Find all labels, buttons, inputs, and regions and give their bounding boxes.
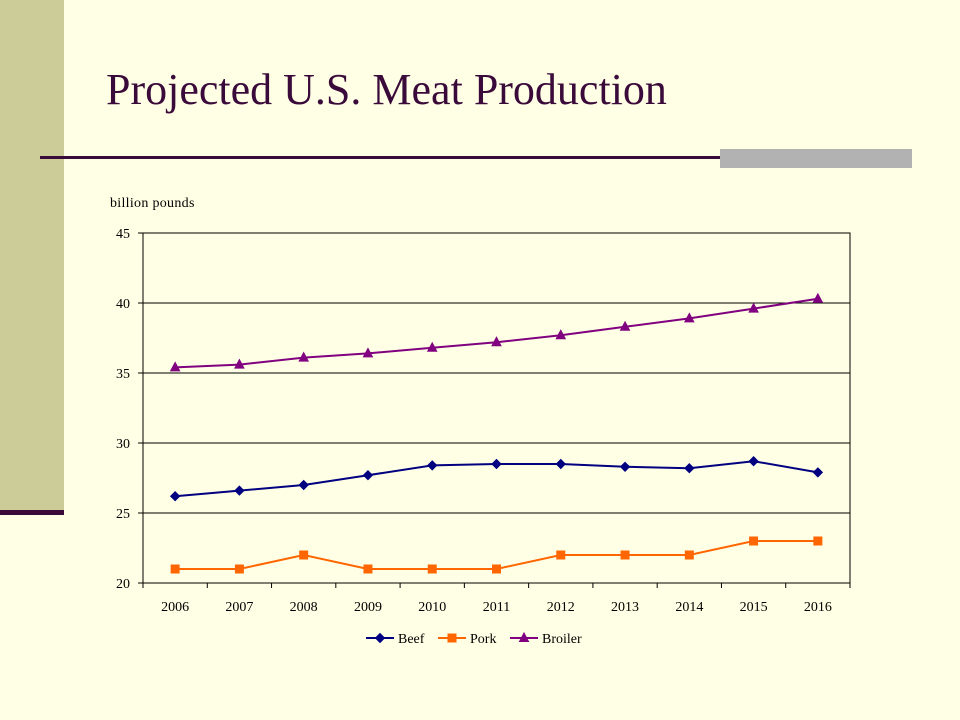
pork-data-point bbox=[427, 564, 437, 574]
pork-data-point bbox=[492, 564, 501, 574]
title-underline-accent bbox=[720, 149, 912, 168]
side-bar-foot bbox=[0, 510, 64, 515]
legend-beef-marker bbox=[374, 632, 386, 644]
broiler-data-point bbox=[362, 347, 374, 358]
slide-title: Projected U.S. Meat Production bbox=[106, 65, 667, 114]
broiler-data-point bbox=[234, 358, 245, 369]
legend-broiler-marker bbox=[518, 631, 530, 642]
side-decoration-bar bbox=[0, 0, 64, 510]
x-tick-label: 2010 bbox=[418, 600, 446, 615]
x-tick-label: 2016 bbox=[804, 600, 832, 615]
pork-data-point bbox=[556, 550, 566, 560]
beef-data-point bbox=[555, 458, 566, 470]
broiler-data-point bbox=[298, 351, 310, 362]
broiler-data-point bbox=[426, 341, 438, 352]
legend-pork-marker bbox=[447, 633, 457, 643]
legend-beef-label: Beef bbox=[398, 632, 425, 647]
beef-data-point bbox=[298, 479, 309, 491]
broiler-data-point bbox=[555, 329, 567, 340]
beef-data-point bbox=[234, 485, 245, 496]
y-tick-label: 25 bbox=[116, 507, 130, 522]
x-tick-label: 2015 bbox=[740, 600, 768, 615]
x-tick-label: 2009 bbox=[354, 600, 382, 615]
beef-data-point bbox=[427, 460, 438, 471]
plot-area bbox=[142, 232, 851, 584]
y-axis-label: billion pounds bbox=[110, 196, 195, 211]
beef-data-point bbox=[684, 462, 695, 474]
pork-data-point bbox=[813, 536, 823, 546]
pork-data-point bbox=[749, 536, 759, 546]
beef-data-point bbox=[619, 461, 631, 473]
legend-pork-label: Pork bbox=[470, 632, 496, 647]
y-tick-label: 20 bbox=[116, 577, 130, 592]
broiler-data-point bbox=[812, 292, 824, 303]
y-tick-label: 40 bbox=[116, 297, 130, 312]
pork-data-point bbox=[620, 550, 630, 560]
pork-data-point bbox=[234, 564, 244, 574]
broiler-data-point bbox=[169, 361, 181, 372]
legend-broiler-label: Broiler bbox=[542, 632, 582, 647]
broiler-series-line bbox=[175, 297, 819, 369]
beef-data-point bbox=[362, 469, 374, 481]
x-tick-label: 2006 bbox=[161, 600, 189, 615]
broiler-data-point bbox=[748, 302, 759, 313]
pork-data-point bbox=[363, 564, 373, 574]
beef-data-point bbox=[748, 455, 759, 467]
title-underline bbox=[40, 156, 912, 159]
beef-data-point bbox=[491, 458, 502, 470]
y-tick-label: 30 bbox=[116, 437, 130, 452]
broiler-data-point bbox=[619, 320, 631, 331]
broiler-data-point bbox=[491, 336, 502, 347]
pork-data-point bbox=[299, 550, 309, 560]
x-tick-label: 2012 bbox=[547, 600, 575, 615]
x-tick-label: 2011 bbox=[483, 600, 510, 615]
x-tick-label: 2013 bbox=[611, 600, 639, 615]
beef-data-point bbox=[169, 490, 181, 502]
x-tick-label: 2008 bbox=[290, 600, 318, 615]
pork-data-point bbox=[684, 550, 694, 560]
beef-data-point bbox=[812, 467, 824, 478]
broiler-data-point bbox=[683, 312, 695, 323]
x-tick-label: 2014 bbox=[675, 600, 703, 615]
y-tick-label: 35 bbox=[116, 367, 130, 382]
pork-data-point bbox=[170, 564, 180, 574]
y-tick-label: 45 bbox=[116, 227, 130, 242]
x-tick-label: 2007 bbox=[225, 600, 253, 615]
